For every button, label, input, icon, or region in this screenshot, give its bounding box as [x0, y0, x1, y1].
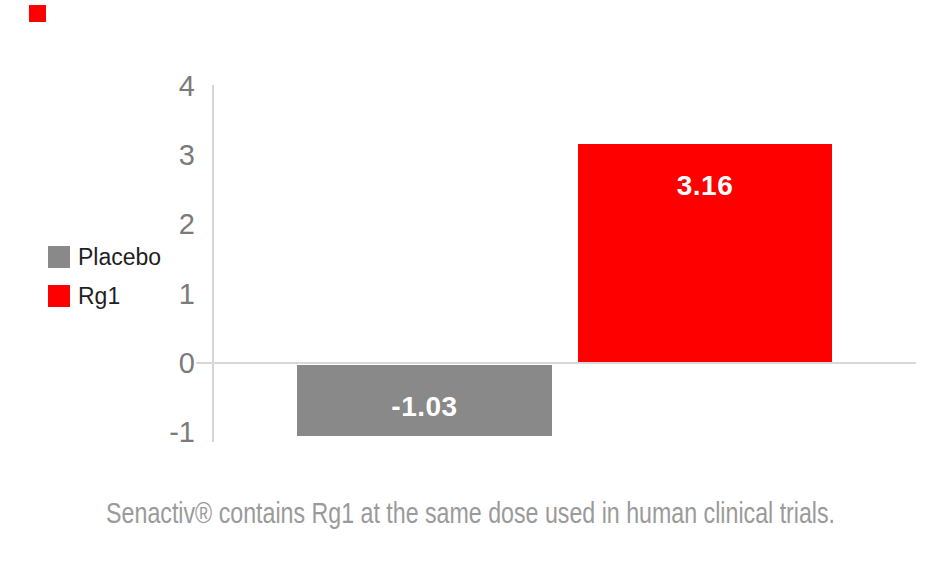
y-axis-tick-label: 0 — [115, 348, 195, 378]
bar-placebo: -1.03 — [297, 365, 552, 436]
bar-value-label: 3.16 — [578, 170, 832, 202]
y-axis-tick-label: -1 — [115, 417, 195, 447]
legend-label: Placebo — [78, 246, 161, 268]
y-axis-tick-label: 3 — [115, 140, 195, 170]
y-axis-tick-label: 4 — [115, 71, 195, 101]
brand-accent-square — [29, 5, 46, 22]
caption-row: Senactiv® contains Rg1 at the same dose … — [0, 496, 942, 530]
legend: Placebo Rg1 — [48, 246, 161, 324]
y-axis-line — [212, 85, 214, 442]
legend-item-placebo: Placebo — [48, 246, 161, 268]
zero-gridline — [196, 362, 916, 364]
y-axis-tick-label: 2 — [115, 209, 195, 239]
legend-swatch-placebo — [48, 246, 70, 268]
legend-item-rg1: Rg1 — [48, 285, 161, 307]
legend-label: Rg1 — [78, 285, 120, 307]
bar-value-label: -1.03 — [297, 391, 552, 423]
bar-rg1: 3.16 — [578, 144, 832, 362]
chart-caption: Senactiv® contains Rg1 at the same dose … — [107, 496, 836, 530]
legend-swatch-rg1 — [48, 285, 70, 307]
chart-canvas: 43210-1 -1.033.16 PlaceboRg1 Senactiv® c… — [0, 0, 942, 564]
